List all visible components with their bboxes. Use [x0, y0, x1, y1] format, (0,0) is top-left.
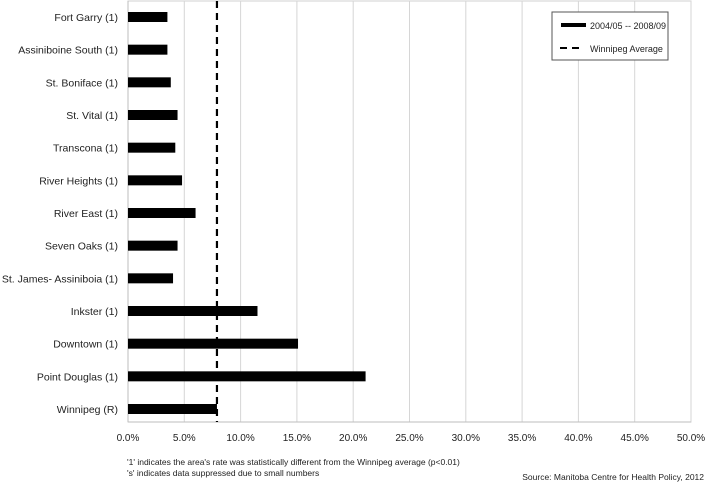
source-note: Source: Manitoba Centre for Health Polic…: [522, 472, 704, 482]
x-tick-label: 0.0%: [117, 433, 140, 444]
bar: [128, 306, 258, 316]
x-tick-label: 5.0%: [173, 433, 196, 444]
legend-label-series: 2004/05 -- 2008/09: [590, 21, 666, 31]
legend-label-average: Winnipeg Average: [590, 44, 663, 54]
category-label: Fort Garry (1): [54, 12, 118, 24]
footnote-significance: '1' indicates the area's rate was statis…: [127, 457, 460, 467]
category-label: Transcona (1): [53, 143, 118, 155]
bar: [128, 208, 196, 218]
x-tick-label: 20.0%: [339, 433, 367, 444]
x-tick-label: 25.0%: [395, 433, 423, 444]
bar: [128, 371, 366, 382]
category-label: Downtown (1): [53, 339, 118, 351]
category-label: Seven Oaks (1): [45, 241, 118, 253]
legend-swatch-bar: [561, 23, 586, 27]
bar: [128, 404, 217, 414]
category-label: River East (1): [54, 208, 118, 220]
footnote-suppressed: 's' indicates data suppressed due to sma…: [127, 468, 320, 478]
bar: [128, 110, 178, 120]
bar: [128, 142, 176, 153]
bar: [128, 338, 299, 349]
category-label: Assiniboine South (1): [18, 45, 118, 57]
x-tick-label: 30.0%: [452, 433, 480, 444]
bar: [128, 273, 174, 284]
category-label: St. Vital (1): [66, 110, 118, 122]
category-label: Point Douglas (1): [37, 371, 118, 383]
x-tick-label: 10.0%: [226, 433, 254, 444]
x-tick-label: 50.0%: [677, 433, 705, 444]
bar: [128, 240, 178, 251]
category-label: River Heights (1): [39, 175, 118, 187]
bar: [128, 12, 168, 22]
legend: [551, 11, 669, 61]
category-label: St. Boniface (1): [46, 77, 118, 89]
x-tick-label: 45.0%: [621, 433, 649, 444]
bar: [128, 77, 171, 88]
x-tick-label: 15.0%: [283, 433, 311, 444]
bar: [128, 44, 168, 55]
category-label: St. James- Assiniboia (1): [2, 273, 118, 285]
x-tick-label: 35.0%: [508, 433, 536, 444]
category-label: Inkster (1): [71, 306, 118, 318]
category-label: Winnipeg (R): [57, 404, 118, 416]
x-tick-label: 40.0%: [564, 433, 592, 444]
bar: [128, 175, 183, 186]
